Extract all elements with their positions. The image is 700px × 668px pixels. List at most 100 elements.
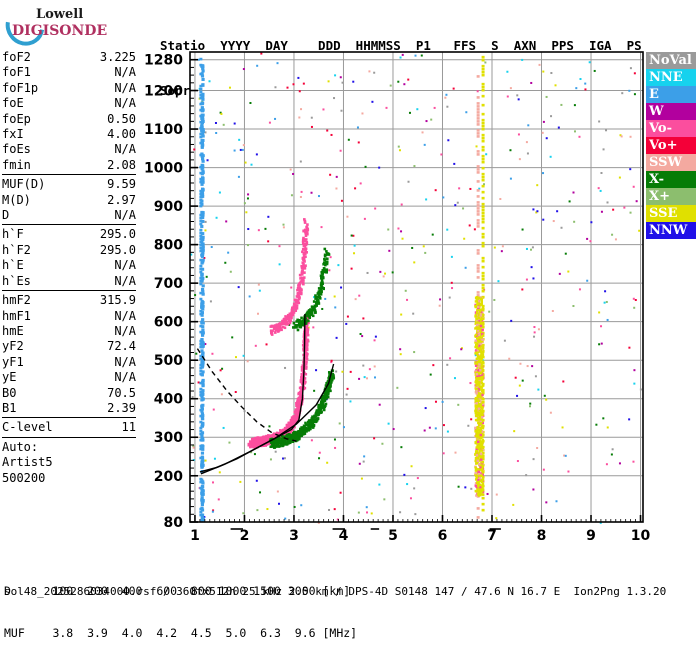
y-tick-label: 500: [154, 353, 183, 369]
interference-stripe: [481, 121, 485, 125]
interference-stripe: [199, 513, 203, 517]
interference-stripe: [476, 120, 480, 123]
legend-item-nne[interactable]: NNE: [646, 69, 696, 86]
interference-stripe: [481, 289, 485, 293]
legend-item-x-minus[interactable]: X-: [646, 171, 696, 188]
interference-stripe: [199, 219, 203, 223]
x-axis: 1 2 3 4 5 6 7 8 9 10: [190, 515, 651, 544]
param-row: hmE N/A: [2, 324, 136, 339]
param-value: 4.00: [107, 127, 136, 142]
legend-label: X+: [649, 189, 670, 204]
station-header-labels: Statio YYYY DAY DDD HHMMSS P1 FFS S AXN …: [160, 38, 642, 53]
interference-stripe: [481, 178, 485, 182]
interference-stripe: [199, 426, 203, 430]
interference-stripe: [476, 291, 480, 294]
y-tick-label: 300: [154, 430, 183, 446]
legend-label: NoVal: [649, 53, 692, 68]
legend-item-ssw[interactable]: SSW: [646, 154, 696, 171]
param-row: h`E N/A: [2, 258, 136, 273]
x-tick-label: 3: [289, 528, 299, 544]
interference-stripe: [481, 214, 485, 218]
logo-digisonde-text: DIGISONDE: [12, 23, 108, 39]
interference-stripe: [481, 256, 485, 260]
interference-stripe: [481, 202, 485, 206]
y-tick-label: 400: [154, 392, 183, 408]
interference-stripe: [476, 222, 480, 225]
ionogram-svg[interactable]: 8020030040050060070080090010001100120012…: [0, 0, 700, 600]
interference-stripe: [476, 171, 480, 174]
interference-stripe: [476, 201, 480, 204]
interference-stripe: [476, 507, 480, 510]
x-tick-label: 5: [388, 528, 398, 544]
legend-item-w[interactable]: W: [646, 103, 696, 120]
param-value: N/A: [114, 273, 136, 288]
param-row: fxI 4.00: [2, 127, 136, 142]
interference-stripe: [476, 123, 480, 126]
legend-label: E: [649, 87, 659, 102]
interference-stripe: [476, 153, 480, 156]
param-row: foF2 3.225: [2, 50, 136, 65]
interference-stripe: [476, 294, 480, 297]
param-key: fxI: [2, 127, 24, 142]
param-row: D N/A: [2, 208, 136, 223]
interference-stripe: [199, 324, 203, 328]
interference-stripe: [199, 132, 203, 136]
interference-stripe: [481, 217, 485, 221]
legend-item-nnw[interactable]: NNW: [646, 222, 696, 239]
x-tick-label: 2: [240, 528, 250, 544]
param-key: foEs: [2, 142, 31, 157]
interference-stripe: [476, 252, 480, 255]
param-value: N/A: [114, 208, 136, 223]
y-tick-label: 1200: [144, 84, 183, 100]
param-row: h`F 295.0: [2, 227, 136, 242]
legend-item-vo-plus[interactable]: Vo+: [646, 137, 696, 154]
param-value: 2.08: [107, 157, 136, 172]
param-key: h`Es: [2, 273, 31, 288]
interference-stripe: [481, 70, 485, 74]
y-tick-label: 900: [154, 199, 183, 215]
noise-speckle: [190, 52, 642, 524]
interference-stripe: [481, 265, 485, 269]
param-row: hmF2 315.9: [2, 293, 136, 308]
interference-stripe: [476, 117, 480, 120]
interference-stripe: [481, 220, 485, 224]
interference-stripe: [199, 276, 203, 280]
interference-stripe: [481, 286, 485, 290]
param-group-frequencies: foF2 3.225 foF1 N/A foF1p N/A foE N/A foEp 0.…: [2, 50, 136, 176]
param-key: hmF1: [2, 308, 31, 323]
interference-stripe: [476, 210, 480, 213]
interference-stripe: [476, 516, 480, 519]
ionogram-plot[interactable]: 80 200 300 400 500 600 700 800 900 1000 1100 1200 12…: [0, 0, 700, 600]
y-tick-label: 700: [154, 276, 183, 292]
y-tick-label: 80: [164, 515, 184, 531]
param-key: foF2: [2, 50, 31, 64]
interference-stripe: [481, 232, 485, 236]
interference-stripe: [476, 267, 480, 270]
param-key: foF1p: [2, 80, 39, 95]
legend-item-vo-minus[interactable]: Vo-: [646, 120, 696, 137]
param-key: h`F: [2, 227, 24, 242]
legend-item-sse[interactable]: SSE: [646, 205, 696, 222]
lowell-digisonde-logo: Lowell DIGISONDE: [0, 0, 126, 54]
interference-stripe: [199, 354, 203, 358]
interference-stripe: [481, 283, 485, 287]
interference-stripe: [476, 249, 480, 252]
param-key: hmE: [2, 323, 24, 338]
legend-item-e[interactable]: E: [646, 86, 696, 103]
interference-stripe: [199, 177, 203, 181]
interference-stripe: [481, 136, 485, 140]
y-tick-label: 200: [154, 469, 183, 485]
interference-stripe: [481, 82, 485, 86]
interference-stripe: [481, 271, 485, 275]
y-tick-label: 1000: [144, 161, 183, 177]
interference-stripe: [481, 64, 485, 68]
muf-row: MUF 3.8 3.9 4.0 4.2 4.5 5.0 6.3 9.6 [MHz…: [4, 626, 358, 640]
param-value: N/A: [114, 80, 136, 95]
legend-item-noval[interactable]: NoVal: [646, 52, 696, 69]
legend-item-x-plus[interactable]: X+: [646, 188, 696, 205]
param-key: yE: [2, 370, 17, 385]
interference-stripe: [199, 57, 203, 61]
interference-stripe: [199, 429, 203, 433]
x-tick-label: 1: [190, 528, 200, 544]
interference-stripe: [199, 264, 203, 268]
